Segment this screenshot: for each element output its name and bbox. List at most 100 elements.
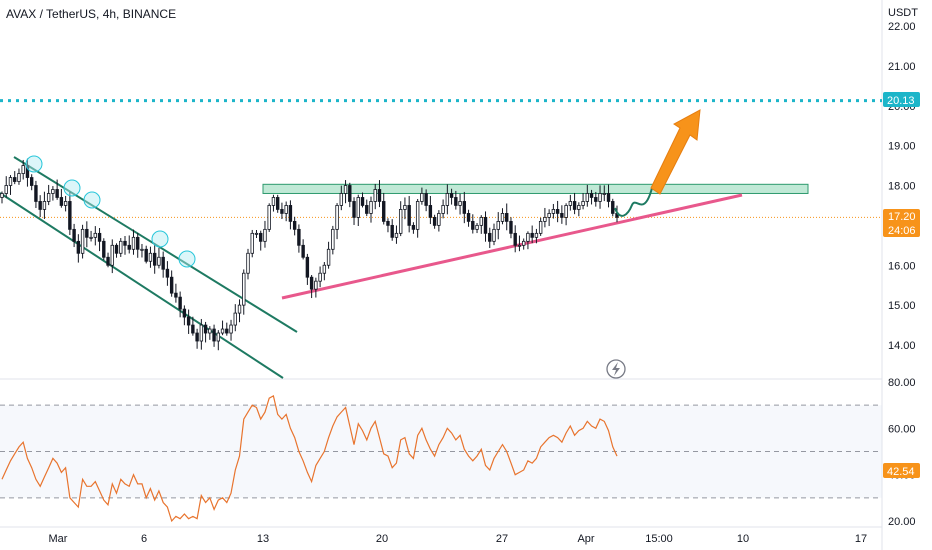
candle-body bbox=[89, 236, 93, 239]
price-tick-label: 14.00 bbox=[888, 340, 916, 352]
candle-body bbox=[589, 193, 594, 198]
time-tick-label: Apr bbox=[577, 533, 594, 545]
candle-body bbox=[259, 232, 263, 242]
candle-body bbox=[182, 308, 187, 318]
candle-body bbox=[123, 240, 127, 246]
candle-body bbox=[225, 328, 229, 334]
candle-body bbox=[80, 228, 85, 254]
candle-body bbox=[598, 193, 602, 202]
candle-body bbox=[415, 201, 420, 230]
touch-marker bbox=[151, 230, 169, 248]
rsi-tick-label: 20.00 bbox=[888, 516, 916, 528]
candle-body bbox=[63, 201, 68, 206]
candle-body bbox=[114, 244, 119, 254]
touch-marker bbox=[63, 179, 81, 197]
candle-body bbox=[254, 232, 259, 235]
candle-body bbox=[127, 244, 131, 250]
candle-body bbox=[462, 201, 467, 214]
candle-body bbox=[263, 228, 267, 242]
time-tick-label: 20 bbox=[376, 533, 388, 545]
candle-body bbox=[424, 193, 428, 206]
candle-body bbox=[466, 213, 471, 222]
target-arrow bbox=[650, 109, 701, 195]
touch-marker bbox=[178, 250, 196, 268]
candle-body bbox=[13, 177, 17, 182]
candle-body bbox=[208, 328, 212, 334]
candle-body bbox=[169, 276, 174, 294]
time-tick-label: 17 bbox=[855, 533, 867, 545]
candle-body bbox=[93, 232, 98, 238]
candle-body bbox=[521, 240, 526, 246]
candle-body bbox=[186, 316, 191, 326]
drawings-front[interactable] bbox=[25, 109, 701, 268]
candle-body bbox=[454, 197, 458, 206]
candle-body bbox=[246, 252, 250, 274]
candle-body bbox=[314, 280, 318, 290]
candle-body bbox=[34, 185, 38, 202]
time-tick-label: 6 bbox=[141, 533, 147, 545]
candle-body bbox=[530, 232, 534, 238]
candle-body bbox=[407, 205, 411, 226]
candle-body bbox=[195, 332, 199, 342]
projection-path bbox=[614, 187, 653, 217]
candle-body bbox=[29, 177, 34, 186]
candle-body bbox=[373, 189, 377, 202]
svg-text:20.13: 20.13 bbox=[887, 95, 915, 107]
candle-body bbox=[85, 228, 89, 238]
candle-body bbox=[526, 232, 530, 242]
candle-body bbox=[4, 185, 8, 194]
price-tick-label: 22.00 bbox=[888, 21, 916, 33]
candle-body bbox=[492, 228, 496, 242]
candle-body bbox=[555, 209, 560, 214]
chart-title: AVAX / TetherUS, 4h, BINANCE bbox=[6, 7, 176, 21]
price-tick-label: 15.00 bbox=[888, 300, 916, 312]
price-axis[interactable]: 14.0015.0016.0017.0018.0019.0020.0021.00… bbox=[888, 21, 916, 352]
time-tick-label: 15:00 bbox=[645, 533, 673, 545]
candle-body bbox=[59, 197, 64, 206]
time-tick-label: 27 bbox=[496, 533, 508, 545]
candle-body bbox=[420, 193, 424, 202]
candle-body bbox=[42, 201, 47, 210]
candle-body bbox=[500, 213, 505, 222]
candle-body bbox=[220, 328, 225, 334]
candle-body bbox=[602, 193, 606, 195]
candle-body bbox=[458, 201, 462, 206]
rsi-bands bbox=[0, 404, 882, 499]
drawings[interactable] bbox=[0, 99, 882, 379]
candle-body bbox=[335, 205, 339, 230]
time-axis[interactable]: Mar 6 13 20 27 Apr 15:00 10 17 bbox=[49, 533, 868, 545]
price-tick-label: 19.00 bbox=[888, 141, 916, 153]
candle-body bbox=[398, 209, 403, 234]
candle-body bbox=[394, 232, 399, 238]
candle-body bbox=[72, 228, 76, 242]
candle-body bbox=[437, 213, 441, 226]
lightning-icon[interactable] bbox=[606, 359, 626, 379]
candle-body bbox=[131, 236, 136, 250]
candle-body bbox=[199, 324, 204, 342]
candle-body bbox=[382, 201, 386, 222]
candle-body bbox=[449, 193, 454, 198]
price-tick-label: 16.00 bbox=[888, 260, 916, 272]
candle-body bbox=[517, 244, 522, 247]
candle-body bbox=[191, 324, 195, 334]
candle-body bbox=[46, 193, 51, 202]
candle-body bbox=[339, 193, 344, 206]
candle-body bbox=[585, 193, 590, 202]
candle-body bbox=[428, 205, 433, 218]
rsi-tick-label: 80.00 bbox=[888, 377, 916, 389]
candle-body bbox=[356, 197, 360, 218]
candle-body bbox=[301, 244, 305, 258]
price-tick-label: 18.00 bbox=[888, 181, 916, 193]
candle-body bbox=[267, 205, 271, 230]
candle-body bbox=[0, 193, 4, 198]
candles bbox=[0, 158, 619, 351]
candle-body bbox=[488, 232, 492, 242]
touch-marker bbox=[25, 155, 43, 173]
candle-body bbox=[331, 228, 335, 250]
candle-body bbox=[538, 220, 543, 234]
candle-body bbox=[441, 205, 445, 214]
channel-upper-line bbox=[13, 156, 298, 333]
candle-body bbox=[471, 220, 475, 230]
candle-body bbox=[343, 185, 348, 194]
